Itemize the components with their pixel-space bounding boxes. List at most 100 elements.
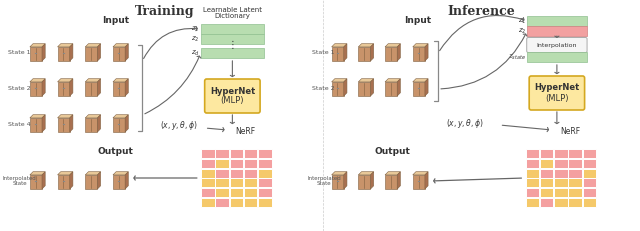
Polygon shape — [85, 175, 97, 189]
Polygon shape — [70, 44, 73, 61]
Text: $z_1$: $z_1$ — [518, 16, 526, 26]
Polygon shape — [58, 44, 73, 47]
FancyBboxPatch shape — [540, 178, 554, 187]
FancyBboxPatch shape — [244, 159, 257, 168]
Polygon shape — [358, 47, 371, 61]
Text: $z_2$: $z_2$ — [518, 26, 526, 36]
FancyBboxPatch shape — [258, 159, 271, 168]
Text: $z_d$: $z_d$ — [191, 49, 200, 58]
FancyBboxPatch shape — [568, 178, 582, 187]
Polygon shape — [332, 79, 347, 82]
Polygon shape — [425, 79, 428, 96]
Polygon shape — [113, 44, 128, 47]
Polygon shape — [385, 172, 401, 175]
FancyBboxPatch shape — [582, 169, 596, 178]
Polygon shape — [30, 79, 45, 82]
FancyBboxPatch shape — [554, 149, 568, 158]
Polygon shape — [397, 79, 401, 96]
Text: HyperNet: HyperNet — [534, 83, 579, 92]
Polygon shape — [97, 44, 100, 61]
FancyBboxPatch shape — [525, 169, 539, 178]
Polygon shape — [371, 79, 374, 96]
Polygon shape — [58, 82, 70, 96]
Polygon shape — [58, 175, 70, 189]
Text: HyperNet: HyperNet — [210, 86, 255, 95]
Polygon shape — [70, 79, 73, 96]
Text: $(x,y,\theta,\phi)$: $(x,y,\theta,\phi)$ — [160, 119, 198, 133]
Polygon shape — [113, 82, 125, 96]
Polygon shape — [58, 118, 70, 132]
FancyBboxPatch shape — [215, 188, 229, 197]
Polygon shape — [85, 172, 100, 175]
Polygon shape — [125, 115, 128, 132]
Polygon shape — [97, 79, 100, 96]
FancyBboxPatch shape — [568, 169, 582, 178]
FancyBboxPatch shape — [215, 178, 229, 187]
Polygon shape — [332, 47, 344, 61]
Polygon shape — [58, 115, 73, 118]
FancyBboxPatch shape — [525, 149, 539, 158]
Polygon shape — [371, 44, 374, 61]
Text: Interpolation: Interpolation — [537, 43, 577, 48]
FancyBboxPatch shape — [525, 159, 539, 168]
Text: Output: Output — [374, 147, 411, 156]
Text: $(x,y,\theta,\phi)$: $(x,y,\theta,\phi)$ — [446, 116, 484, 130]
FancyBboxPatch shape — [215, 149, 229, 158]
FancyBboxPatch shape — [230, 178, 243, 187]
Polygon shape — [332, 175, 344, 189]
Text: $z_2$: $z_2$ — [191, 34, 200, 44]
Polygon shape — [42, 172, 45, 189]
Text: Learnable Latent: Learnable Latent — [203, 7, 262, 13]
FancyBboxPatch shape — [201, 149, 214, 158]
Polygon shape — [413, 44, 428, 47]
Polygon shape — [358, 172, 374, 175]
FancyBboxPatch shape — [525, 178, 539, 187]
FancyBboxPatch shape — [244, 169, 257, 178]
Polygon shape — [85, 44, 100, 47]
FancyBboxPatch shape — [244, 198, 257, 207]
Polygon shape — [358, 44, 374, 47]
Text: Input: Input — [404, 16, 431, 25]
FancyBboxPatch shape — [527, 16, 587, 26]
FancyBboxPatch shape — [230, 149, 243, 158]
Polygon shape — [30, 118, 42, 132]
Text: State 2: State 2 — [312, 85, 335, 91]
Polygon shape — [385, 175, 397, 189]
Polygon shape — [30, 172, 45, 175]
FancyBboxPatch shape — [540, 159, 554, 168]
Polygon shape — [42, 115, 45, 132]
Polygon shape — [70, 115, 73, 132]
Text: Interpolated
State: Interpolated State — [307, 176, 341, 186]
Text: State 4: State 4 — [8, 122, 31, 127]
Text: Input: Input — [102, 16, 129, 25]
Polygon shape — [113, 115, 128, 118]
Polygon shape — [425, 172, 428, 189]
FancyBboxPatch shape — [244, 188, 257, 197]
Polygon shape — [413, 175, 425, 189]
Polygon shape — [344, 172, 347, 189]
Polygon shape — [332, 44, 347, 47]
Polygon shape — [58, 79, 73, 82]
Polygon shape — [113, 175, 125, 189]
Text: (MLP): (MLP) — [545, 94, 569, 103]
FancyBboxPatch shape — [568, 188, 582, 197]
FancyBboxPatch shape — [258, 178, 271, 187]
FancyBboxPatch shape — [540, 188, 554, 197]
Polygon shape — [85, 79, 100, 82]
FancyBboxPatch shape — [582, 188, 596, 197]
FancyBboxPatch shape — [568, 159, 582, 168]
Polygon shape — [385, 44, 401, 47]
Polygon shape — [97, 115, 100, 132]
Polygon shape — [358, 79, 374, 82]
Polygon shape — [113, 172, 128, 175]
FancyBboxPatch shape — [525, 188, 539, 197]
FancyBboxPatch shape — [554, 159, 568, 168]
Polygon shape — [358, 82, 371, 96]
Polygon shape — [30, 115, 45, 118]
Text: State 1: State 1 — [8, 51, 31, 55]
Text: $z_{state}$: $z_{state}$ — [508, 52, 526, 62]
Text: NeRF: NeRF — [560, 127, 580, 136]
FancyBboxPatch shape — [215, 169, 229, 178]
FancyBboxPatch shape — [258, 198, 271, 207]
Polygon shape — [97, 172, 100, 189]
